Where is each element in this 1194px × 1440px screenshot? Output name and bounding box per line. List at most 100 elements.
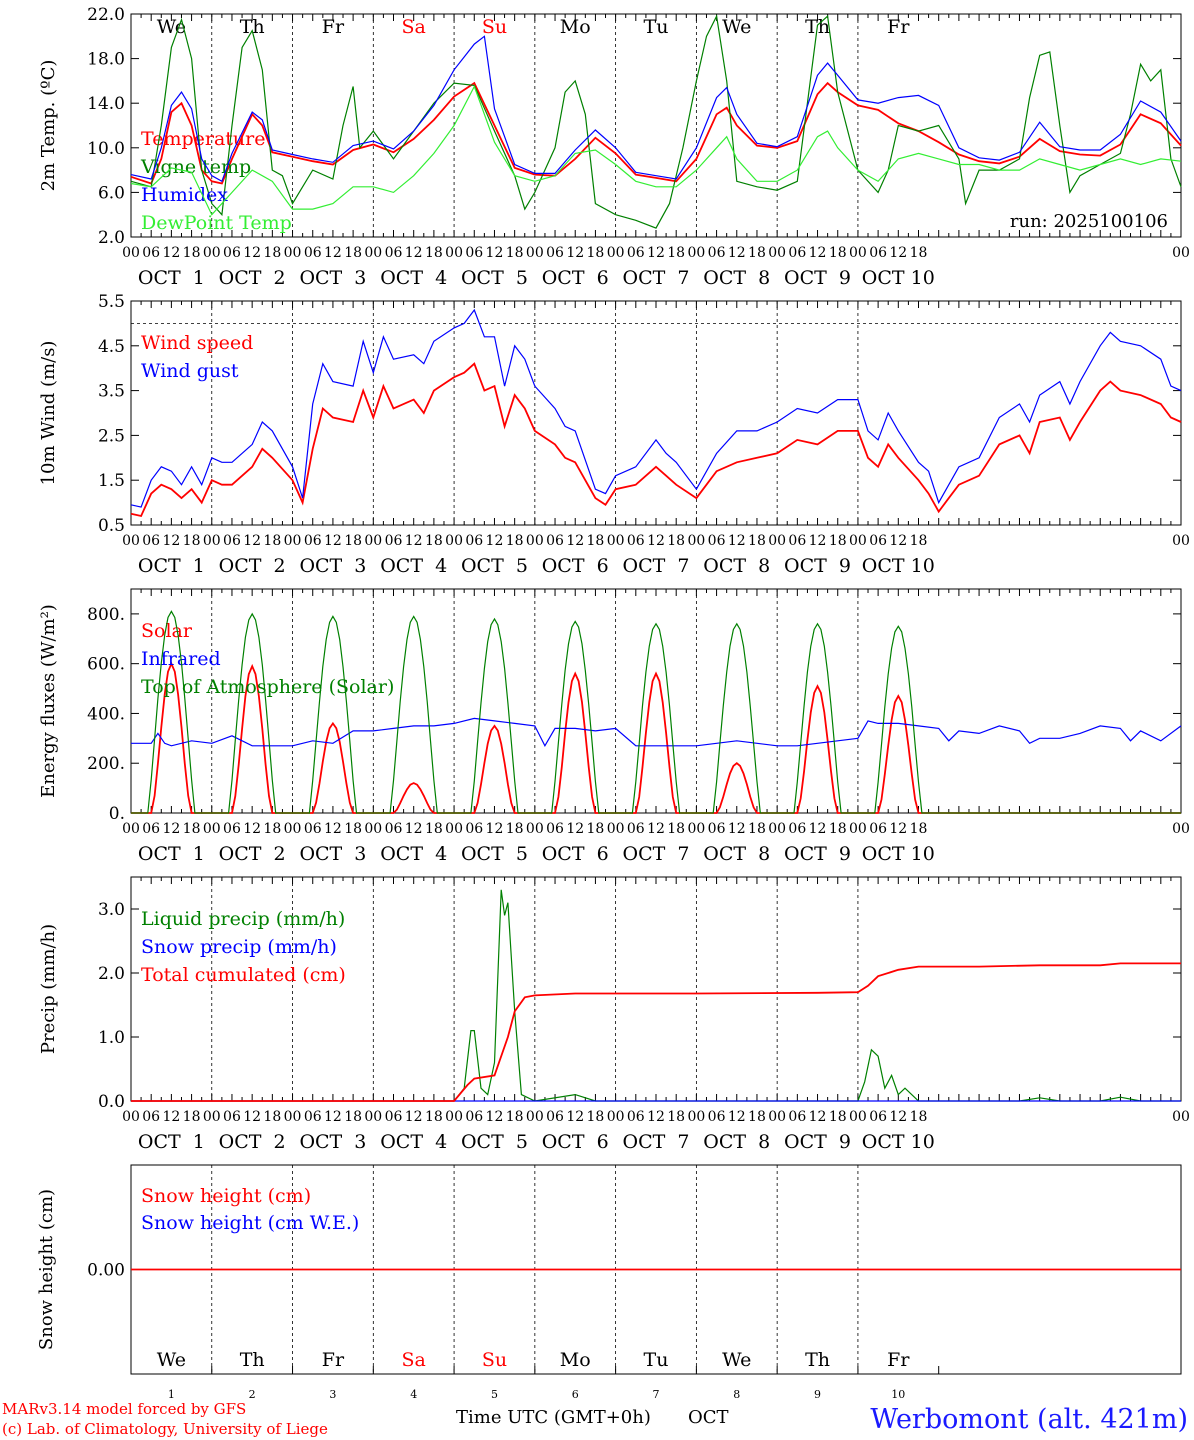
hour-tick-label: 12 <box>889 1109 907 1125</box>
hour-tick-label: 00 <box>445 245 463 261</box>
x-axis-month: OCT <box>688 1407 729 1428</box>
hour-tick-label: 00 <box>526 1109 544 1125</box>
series-line-wind-gust <box>130 308 1182 508</box>
y-tick-label: 800. <box>87 605 125 625</box>
y-axis-label: Energy fluxes (W/m²) <box>38 604 59 798</box>
date-label: OCT 1 <box>138 1131 205 1153</box>
date-label: OCT 3 <box>299 843 366 865</box>
day-number-label: 4 <box>410 1388 417 1401</box>
day-number-label: 7 <box>653 1388 660 1401</box>
series-line-total-cumulated-cm- <box>131 962 1181 1102</box>
date-label: OCT 5 <box>461 267 528 289</box>
y-tick-label: 0.00 <box>87 1261 125 1281</box>
y-tick-label: 600. <box>87 655 125 675</box>
y-tick-label: 14.0 <box>87 94 125 114</box>
date-label: OCT 10 <box>862 555 935 577</box>
hour-tick-label: 00 <box>768 533 786 549</box>
hour-tick-label: 18 <box>506 533 524 549</box>
y-tick-label: 2.0 <box>98 228 125 248</box>
hour-tick-label: 06 <box>546 821 564 837</box>
hour-tick-label: 00 <box>607 533 625 549</box>
x-axis-label: Time UTC (GMT+0h) <box>456 1407 651 1428</box>
hour-tick-label: 18 <box>667 533 685 549</box>
hour-tick-label: 18 <box>910 533 928 549</box>
date-label: OCT 4 <box>380 1131 447 1153</box>
day-name-label: Su <box>482 1349 507 1371</box>
hour-tick-label: 18 <box>587 245 605 261</box>
day-name-label: Sa <box>402 1349 426 1371</box>
hour-tick-label: 18 <box>263 245 281 261</box>
hour-tick-label: 12 <box>486 533 504 549</box>
date-label: OCT 8 <box>703 1131 770 1153</box>
hour-tick-label: 12 <box>647 245 665 261</box>
date-label: OCT 10 <box>862 267 935 289</box>
hour-tick-label: 18 <box>183 533 201 549</box>
hour-tick-label: 06 <box>708 245 726 261</box>
hour-tick-label: 18 <box>829 533 847 549</box>
y-tick-label: 400. <box>87 704 125 724</box>
lab-credit: (c) Lab. of Climatology, University of L… <box>2 1420 328 1438</box>
legend-entry: DewPoint Temp <box>141 212 292 234</box>
day-name-label: We <box>157 1349 186 1371</box>
hour-tick-label: 12 <box>324 1109 342 1125</box>
date-label: OCT 9 <box>784 555 851 577</box>
hour-tick-label: 18 <box>667 245 685 261</box>
hour-tick-label: 06 <box>788 245 806 261</box>
hour-tick-label: 00 <box>526 245 544 261</box>
day-number-label: 6 <box>572 1388 579 1401</box>
day-name-label: Fr <box>887 16 910 38</box>
hour-tick-label: 12 <box>324 533 342 549</box>
hour-tick-label: 18 <box>910 245 928 261</box>
hour-tick-label: 12 <box>809 1109 827 1125</box>
date-label: OCT 10 <box>862 843 935 865</box>
y-tick-label: 0.0 <box>98 1092 125 1112</box>
hour-tick-label: 06 <box>142 245 160 261</box>
date-label: OCT 8 <box>703 843 770 865</box>
panel-snow: 0.00 Snow height (cm) We Th Fr Sa Su Mo Tu We Th Fr… <box>36 1164 1182 1401</box>
hour-tick-label: 12 <box>243 533 261 549</box>
hour-tick-label: 12 <box>809 533 827 549</box>
hour-tick-label: 18 <box>748 1109 766 1125</box>
hour-tick-label: 00 <box>364 533 382 549</box>
hour-tick-label: 00 <box>849 1109 867 1125</box>
hour-tick-label: 00 <box>607 821 625 837</box>
date-label: OCT 1 <box>138 843 205 865</box>
legend-entry: Humidex <box>141 184 228 206</box>
day-name-label: Th <box>240 1349 265 1371</box>
hour-tick-label: 00 <box>445 1109 463 1125</box>
hour-tick-label: 00 <box>687 533 705 549</box>
hour-tick-label: 12 <box>889 533 907 549</box>
date-label: OCT 6 <box>542 843 609 865</box>
hour-tick-label: 00 <box>203 1109 221 1125</box>
hour-tick-label: 18 <box>748 533 766 549</box>
hour-tick-label: 12 <box>728 245 746 261</box>
hour-tick-label: 00 <box>687 245 705 261</box>
day-name-label: Mo <box>560 16 591 38</box>
hour-tick-label: 00 <box>1172 533 1190 549</box>
y-tick-label: 200. <box>87 754 125 774</box>
hour-tick-label: 18 <box>748 245 766 261</box>
hour-tick-label: 00 <box>1172 821 1190 837</box>
panel-energy: 0. 200. 400. 600. 800. Energy fluxes (W/m²) 00… <box>38 588 1190 865</box>
panel-temp: 2.06.010.014.018.022.02m Temp. (ºC)00 06 1… <box>38 5 1190 289</box>
date-label: OCT 2 <box>219 267 286 289</box>
y-tick-label: 22.0 <box>87 5 125 25</box>
date-label: OCT 9 <box>784 1131 851 1153</box>
hour-tick-label: 12 <box>486 1109 504 1125</box>
y-tick-label: 10.0 <box>87 139 125 159</box>
hour-tick-label: 18 <box>263 821 281 837</box>
date-label: OCT 6 <box>542 267 609 289</box>
hour-tick-label: 00 <box>526 821 544 837</box>
day-name-label: Su <box>482 16 507 38</box>
hour-tick-label: 12 <box>162 245 180 261</box>
hour-tick-label: 12 <box>243 245 261 261</box>
hour-tick-label: 12 <box>162 1109 180 1125</box>
hour-tick-label: 06 <box>546 1109 564 1125</box>
hour-tick-label: 06 <box>304 245 322 261</box>
hour-tick-label: 18 <box>829 1109 847 1125</box>
series-line-dewpoint-temp <box>130 85 1182 216</box>
day-name-label: Tu <box>644 1349 669 1371</box>
hour-tick-label: 06 <box>869 821 887 837</box>
